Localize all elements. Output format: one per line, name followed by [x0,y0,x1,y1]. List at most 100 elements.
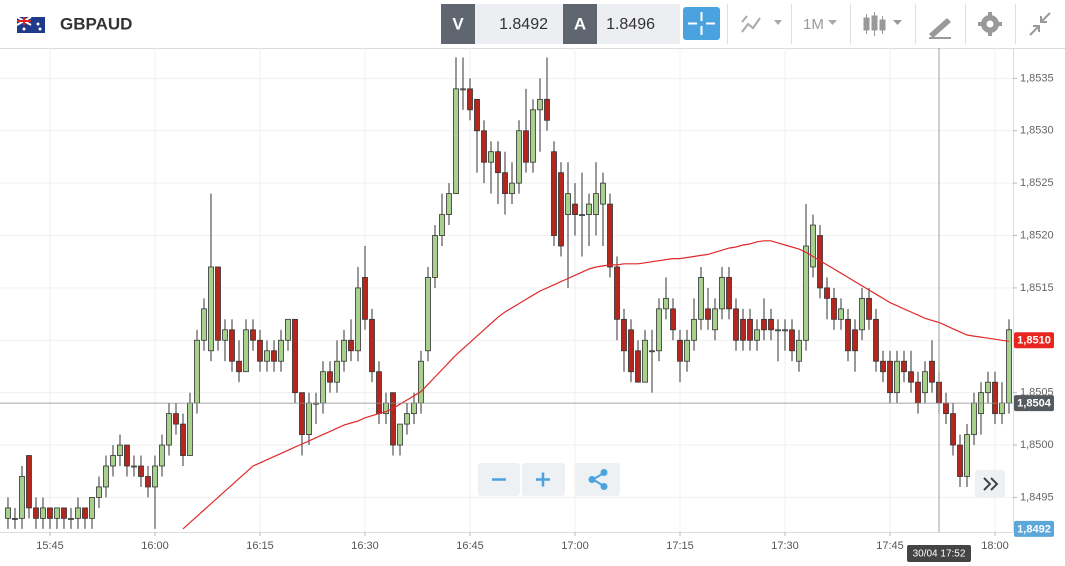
candle-body [971,402,977,435]
candle-body [523,130,529,163]
candle-body [138,465,144,477]
price-tag [1014,332,1054,349]
candle-body [89,497,95,519]
candle-body [82,507,88,519]
candle-body [712,308,718,331]
candle-body [705,308,711,320]
candle-body [264,350,270,362]
price-tag [1014,520,1054,537]
sell-button[interactable] [441,4,475,44]
scroll-right-button[interactable] [975,470,1005,498]
candle-body [180,423,186,456]
x-tick-label: 16:30 [351,540,379,552]
candle-body [628,329,634,373]
candle-body [726,277,732,310]
chart-type-button[interactable] [741,15,782,33]
candle-body [390,392,396,446]
candle-body [19,476,25,519]
x-tick-label: 17:30 [771,540,799,552]
candle-body [453,88,459,195]
candle-body [334,360,340,383]
collapse-button[interactable] [1029,12,1051,36]
settings-button[interactable] [978,12,1002,36]
candle-body [376,371,382,415]
candle-body [299,392,305,435]
candle-body [873,318,879,362]
candle-body [257,339,263,362]
candle-body [103,465,109,488]
symbol: GBPAUD [60,14,132,33]
candle-body [782,329,788,332]
candle-body [173,413,179,425]
candle-body [285,318,291,341]
candle-body [502,172,508,195]
moving-average [182,240,1010,530]
crosshair-button[interactable] [683,7,720,40]
candle-body [691,318,697,341]
candle-body [852,329,858,352]
candle-body [369,318,375,373]
candle-body [33,507,39,519]
buy-button[interactable] [563,4,597,44]
x-tick-label: 17:15 [666,540,694,552]
candle-body [166,413,172,446]
candle-type-button[interactable] [863,12,902,36]
price-box [441,4,680,44]
share-button[interactable] [575,463,620,496]
candle-body [12,517,18,520]
timeframe[interactable]: 1M [803,16,824,33]
candle-body [530,109,536,163]
timeframe-caret [828,20,837,25]
candle-body [572,203,578,215]
candle-body [145,476,151,488]
candle-body [635,350,641,383]
candle-body [236,360,242,373]
candle-body [922,371,928,394]
candle-body [509,182,515,195]
x-tick-label: 17:00 [561,540,589,552]
candle-body [796,339,802,362]
candle-body [418,360,424,404]
candle-body [684,339,690,362]
y-tick-label: 1,8520 [1020,229,1054,241]
x-tick-label: 17:45 [876,540,904,552]
candle-body [474,98,480,132]
price-tag-label: 1,8510 [1017,335,1051,347]
y-tick-label: 1,8525 [1020,177,1054,189]
candle-body [75,507,81,519]
candle-body [607,203,613,268]
candle-body [649,350,655,353]
candle-body [159,444,165,467]
zoom-out-button[interactable] [478,463,520,496]
y-tick-label: 1,8535 [1020,72,1054,84]
x-tick-label: 16:00 [141,540,169,552]
candle-body [222,329,228,341]
y-tick-label: 1,8500 [1020,439,1054,451]
candle-body [614,266,620,320]
crosshair-time-label: 30/04 17:52 [913,549,966,560]
candle-body [404,413,410,425]
candle-body [306,402,312,435]
candle-body [243,329,249,373]
candle-body [96,486,102,498]
candle-body [355,287,361,352]
candle-body [229,329,235,362]
candle-body [215,266,221,341]
candle-body [187,402,193,456]
candle-body [68,517,74,520]
draw-button[interactable] [929,18,951,39]
candle-body [901,360,907,373]
candle-body [768,318,774,331]
candle-body [26,455,32,509]
candle-body [194,339,200,404]
candle-body [845,318,851,352]
candle-body [985,381,991,394]
zoom-in-button[interactable] [522,463,565,496]
candle-body [719,277,725,310]
candle-body [425,277,431,352]
toolbar-dividers [727,4,1016,44]
candle-body [894,360,900,394]
candle-body [831,297,837,320]
candle-body [446,193,452,215]
